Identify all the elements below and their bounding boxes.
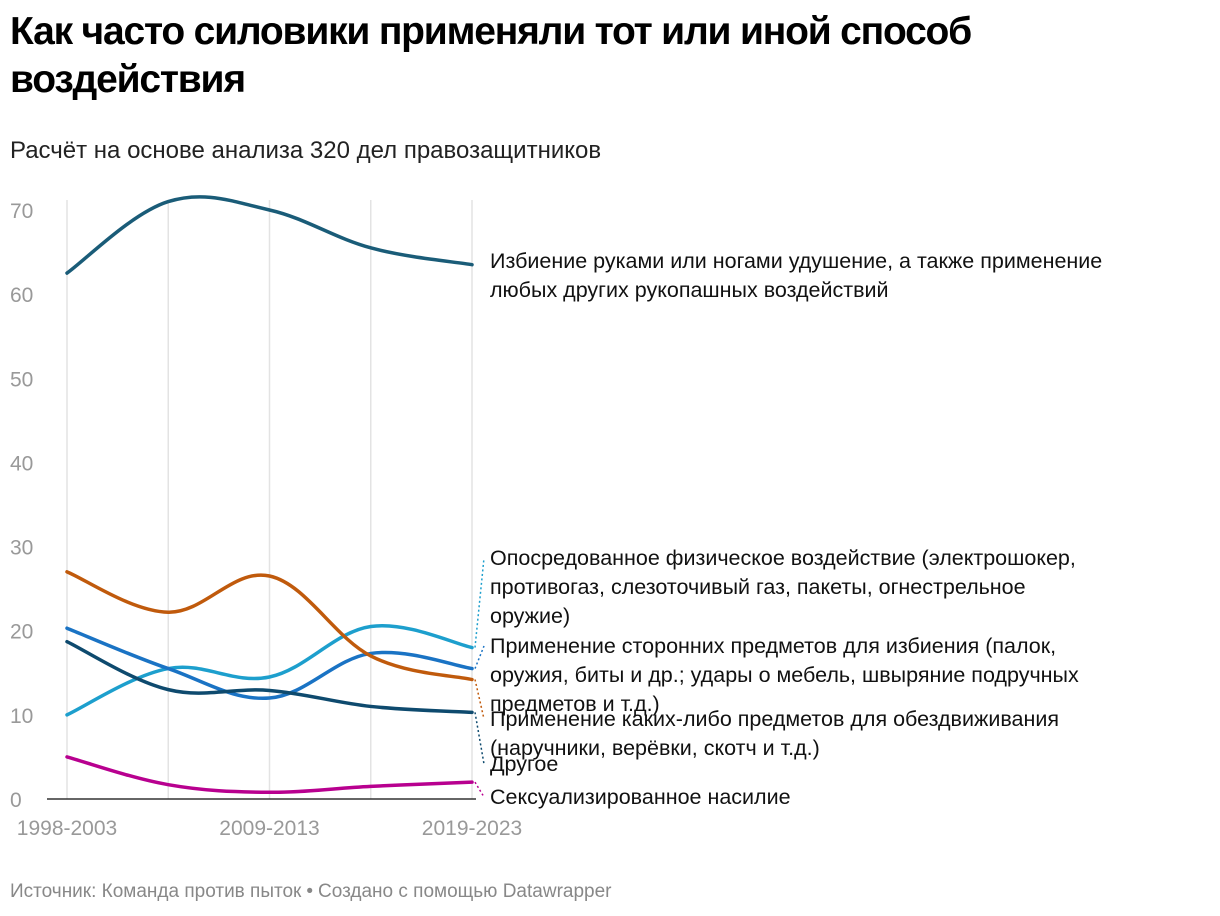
series-label-3: Применение каких-либо предметов для обез… (490, 707, 1059, 760)
label-leader-3 (474, 679, 485, 720)
credit-link[interactable]: Создано с помощью Datawrapper (318, 881, 612, 902)
series-label-line: Применение каких-либо предметов для обез… (490, 707, 1059, 731)
y-tick-label: 50 (10, 368, 33, 391)
series-label-0: Избиение руками или ногами удушение, а т… (490, 249, 1102, 302)
series-line-4[interactable] (65, 639, 474, 715)
x-tick-label: 1998-2003 (17, 817, 117, 840)
label-leader-4 (474, 712, 485, 765)
series-label-line: противогаз, слезоточивый газ, пакеты, ог… (490, 575, 1026, 599)
chart-footer: Источник: Команда против пыток • Создано с… (10, 880, 612, 904)
series-label-line: Применение сторонних предметов для избие… (490, 634, 1056, 658)
series-label-line: оружия, биты и др.; удары о мебель, швыр… (490, 663, 1079, 687)
series-label-line: Сексуализированное насилие (490, 785, 791, 809)
y-tick-label: 70 (10, 200, 33, 223)
series-label-line: предметов и т.д.) (490, 692, 660, 716)
x-tick-label: 2009-2013 (219, 817, 319, 840)
y-tick-label: 20 (10, 621, 33, 644)
series-line-5[interactable] (65, 755, 474, 795)
series-line-3[interactable] (65, 570, 474, 682)
y-tick-label: 40 (10, 452, 33, 475)
y-tick-label: 60 (10, 284, 33, 307)
y-tick-label: 30 (10, 537, 33, 560)
chart-subtitle: Расчёт на основе анализа 320 дел правоза… (10, 137, 602, 164)
y-tick-label: 10 (10, 705, 33, 728)
label-leader-1 (474, 557, 485, 648)
series-label-line: (наручники, верёвки, скотч и т.д.) (490, 736, 820, 760)
series-line-0[interactable] (65, 195, 474, 275)
label-leader-5 (474, 781, 485, 798)
chart-title: Как часто силовики применяли тот или ино… (10, 10, 972, 101)
series-label-5: Сексуализированное насилие (490, 785, 791, 809)
x-tick-label: 2019-2023 (422, 817, 522, 840)
series-label-line: Опосредованное физическое воздействие (э… (490, 546, 1076, 570)
series-label-line: Другое (490, 752, 558, 776)
series-label-line: Избиение руками или ногами удушение, а т… (490, 249, 1102, 273)
line-chart: 0 10 20 30 40 50 60 70 1998-2003 2009-2013 2019-2… (10, 195, 1102, 840)
series-label-1: Опосредованное физическое воздействие (э… (490, 546, 1076, 628)
footer-separator: • (306, 881, 314, 902)
series-label-line: любых других рукопашных воздействий (490, 278, 889, 302)
series-label-2: Применение сторонних предметов для избие… (490, 634, 1079, 716)
series-label-line: оружие) (490, 604, 570, 628)
series-label-4: Другое (490, 752, 558, 776)
y-tick-label: 0 (10, 789, 22, 812)
label-leader-2 (474, 645, 485, 669)
source-note: Источник: Команда против пыток (10, 881, 302, 902)
series-line-2[interactable] (65, 626, 474, 700)
